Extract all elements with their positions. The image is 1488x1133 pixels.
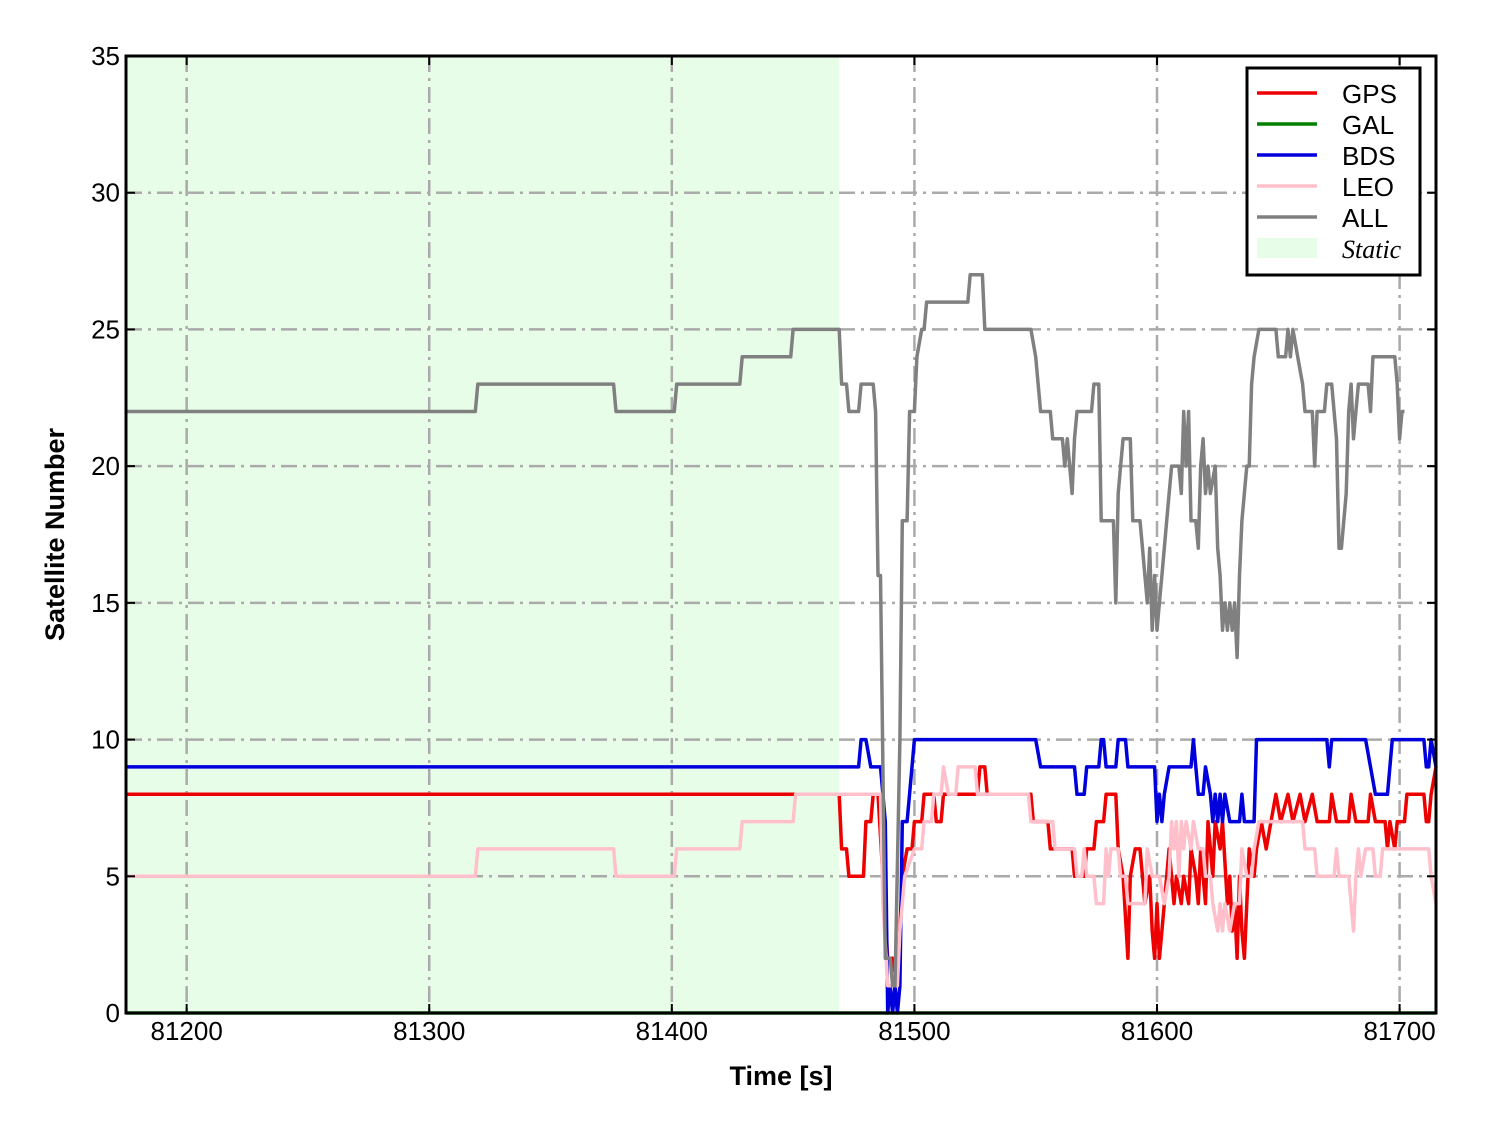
series-line-bds [126, 737, 1438, 1015]
plot-frame [124, 54, 1438, 1015]
y-tick-label: 5 [106, 861, 120, 891]
static-region-layer [126, 56, 840, 1013]
legend-label-gal: GAL [1342, 110, 1394, 140]
legend-label-all: ALL [1342, 203, 1388, 233]
legend-label-leo: LEO [1342, 172, 1394, 202]
y-tick-label: 35 [91, 41, 120, 71]
x-tick-label: 81200 [150, 1016, 222, 1046]
y-tick-label: 15 [91, 588, 120, 618]
y-tick-label: 20 [91, 451, 120, 481]
legend-swatch-static [1257, 238, 1317, 258]
y-tick-label: 25 [91, 314, 120, 344]
legend-label-gps: GPS [1342, 79, 1397, 109]
y-tick-label: 0 [106, 998, 120, 1028]
legend-label-static: Static [1342, 235, 1402, 264]
x-tick-label: 81500 [878, 1016, 950, 1046]
legend-label-bds: BDS [1342, 141, 1395, 171]
series-line-all [126, 272, 1405, 988]
axes-layer [124, 54, 1438, 1015]
y-tick-label: 10 [91, 725, 120, 755]
y-tick-label: 30 [91, 178, 120, 208]
x-tick-label: 81600 [1121, 1016, 1193, 1046]
series-line-leo [126, 765, 1438, 988]
x-tick-label: 81300 [393, 1016, 465, 1046]
static-region [126, 56, 840, 1013]
x-tick-label: 81400 [636, 1016, 708, 1046]
ticks-layer: 81200 81300 81400 81500 81600 81700 0 5 10 15 20 25… [91, 41, 1436, 1046]
series-line-gps [126, 765, 1438, 988]
x-tick-label: 81700 [1363, 1016, 1435, 1046]
x-axis-title: Time [s] [729, 1061, 832, 1091]
y-axis-title: Satellite Number [40, 427, 70, 641]
